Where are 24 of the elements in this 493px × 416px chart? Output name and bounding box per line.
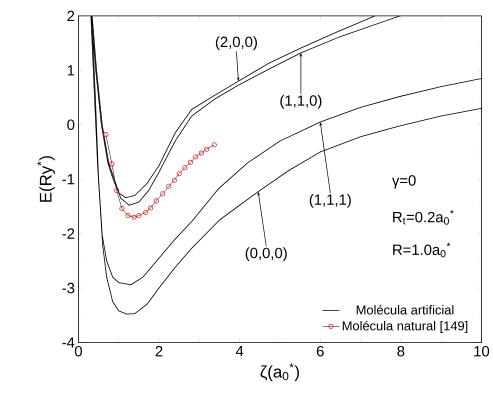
y-tick-label: 2 [67, 10, 74, 22]
annotation: (1,1,1) [310, 194, 351, 208]
annotation: (0,0,0) [246, 247, 287, 262]
y-tick-label: 0 [67, 120, 74, 130]
x-tick-label: 2 [156, 346, 162, 356]
x-tick-label: 6 [316, 346, 324, 356]
annotation: (2,0,0) [216, 36, 257, 50]
annotation: R=1.0a$_{0}$* [393, 242, 450, 258]
annotation: (1,1,0) [280, 94, 322, 109]
y-tick-label: -4 [62, 337, 74, 348]
x-tick-label: 10 [474, 346, 490, 356]
x-tick-label: 8 [397, 346, 404, 356]
x-tick-label: 0 [74, 346, 82, 356]
legend-label: Molécula natural [149] [342, 320, 468, 333]
y-tick-label: -1 [62, 174, 74, 184]
y-axis-title: E(Ry$^{*}$) [37, 156, 55, 202]
annotation: R$_{t}$=0.2a$_{0}$* [393, 210, 454, 225]
legend-label: Molécula artificial [356, 304, 454, 315]
y-tick-label: -3 [62, 282, 74, 294]
x-axis-title: ζ(a$_{0}$$^{*}$) [260, 363, 299, 382]
y-tick-label: 1 [68, 65, 74, 76]
annotation: γ=0 [392, 175, 416, 189]
x-tick-label: 4 [236, 346, 244, 356]
y-tick-label: -2 [62, 228, 74, 239]
